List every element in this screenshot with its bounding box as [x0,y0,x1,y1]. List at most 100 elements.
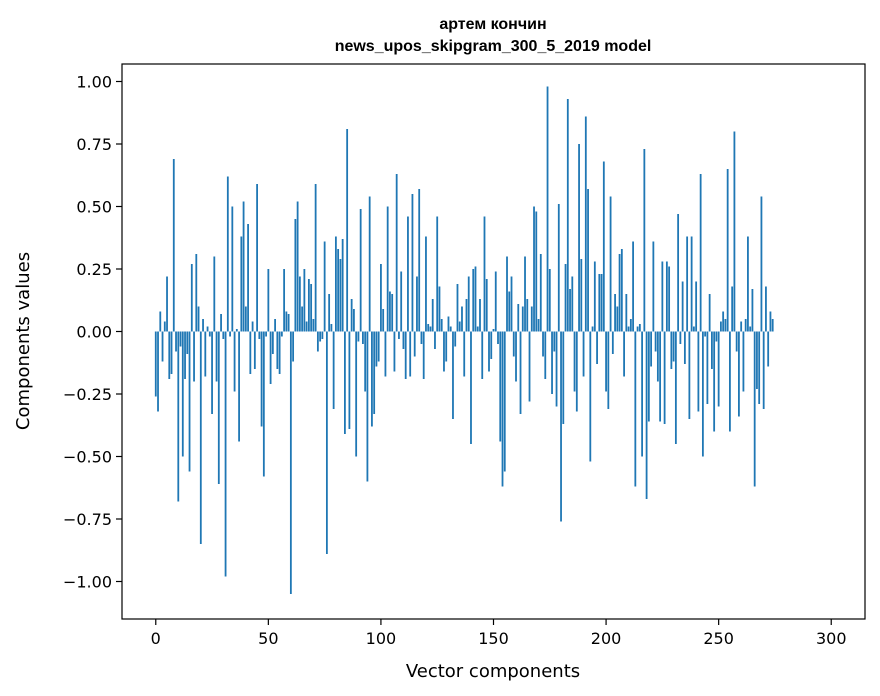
bar-102 [384,331,387,377]
bar-260 [740,321,743,332]
bar-161 [517,304,520,332]
bar-83 [341,239,344,332]
bar-181 [562,331,565,424]
bar-231 [674,331,677,444]
bar-119 [422,331,425,379]
bar-47 [260,331,263,427]
bar-100 [380,264,382,332]
bar-136 [461,306,463,332]
bar-201 [607,331,610,409]
bar-91 [359,209,362,332]
bar-149 [490,331,493,359]
bar-167 [530,306,533,332]
chart-subtitle: news_upos_skipgram_300_5_2019 model [335,38,652,55]
bar-245 [706,331,709,404]
bar-242 [699,174,702,332]
bar-62 [294,219,297,332]
bar-121 [427,324,430,332]
bar-166 [528,331,531,402]
bar-42 [249,331,252,374]
y-tick-label: 0.25 [76,260,112,279]
bar-247 [711,331,713,369]
bar-134 [456,284,459,332]
bar-238 [690,236,693,332]
bar-226 [663,331,666,424]
bar-259 [738,331,740,417]
y-tick-label: 1.00 [76,73,112,92]
bar-8 [172,159,175,332]
bar-213 [634,331,637,487]
bar-118 [420,331,423,344]
bar-272 [767,331,770,367]
bar-99 [377,331,380,362]
bar-58 [285,311,288,332]
bar-92 [362,331,364,344]
bar-202 [609,196,612,332]
x-tick-label: 0 [151,629,161,648]
bar-54 [276,331,279,369]
bar-52 [271,331,274,354]
y-tick-label: −0.25 [63,385,112,404]
bar-35 [233,331,236,392]
bar-214 [636,326,639,332]
bar-120 [425,236,427,332]
bar-230 [672,331,675,362]
bar-155 [503,331,506,472]
bar-73 [319,331,322,342]
bar-104 [389,291,391,332]
bar-273 [769,311,772,332]
x-tick-label: 250 [703,629,734,648]
bar-152 [497,331,499,344]
bar-45 [256,184,258,332]
bar-151 [494,271,497,332]
bar-170 [537,319,540,332]
bar-109 [400,271,403,332]
x-axis-ticks: 0 50 100 150 200 250 300 [151,619,847,648]
bar-71 [314,184,317,332]
bar-40 [244,306,247,332]
bar-204 [614,294,616,332]
bar-269 [760,196,763,332]
bar-168 [533,206,535,332]
bar-105 [391,294,394,332]
bar-79 [332,331,335,409]
bar-64 [298,276,301,332]
bar-250 [717,331,720,407]
bar-27 [215,331,218,382]
bar-65 [301,306,304,332]
bar-94 [366,331,369,482]
bar-256 [731,286,734,332]
bar-85 [346,129,349,332]
bar-67 [305,321,308,332]
bar-17 [193,331,195,382]
x-tick-label: 150 [478,629,509,648]
bar-239 [692,326,695,332]
bar-221 [652,241,655,332]
bar-253 [724,319,727,332]
bar-31 [224,331,227,577]
bar-177 [553,331,556,352]
bar-88 [353,309,355,332]
bar-26 [213,256,216,332]
bar-12 [181,331,184,457]
bar-108 [398,331,400,339]
bar-194 [591,326,594,332]
bar-224 [659,331,662,422]
bar-199 [602,161,605,332]
bar-97 [373,331,376,414]
bar-63 [296,201,299,332]
bar-137 [463,331,466,377]
bars-group [154,86,774,594]
bar-72 [316,331,319,352]
bar-44 [253,331,256,369]
y-tick-label: 0.00 [76,323,112,342]
bar-112 [407,216,409,332]
bar-106 [393,331,396,372]
bar-180 [560,331,562,522]
bar-56 [280,331,283,337]
bar-255 [729,331,731,432]
bar-274 [771,319,774,332]
bar-192 [587,189,589,332]
bar-84 [344,331,346,434]
